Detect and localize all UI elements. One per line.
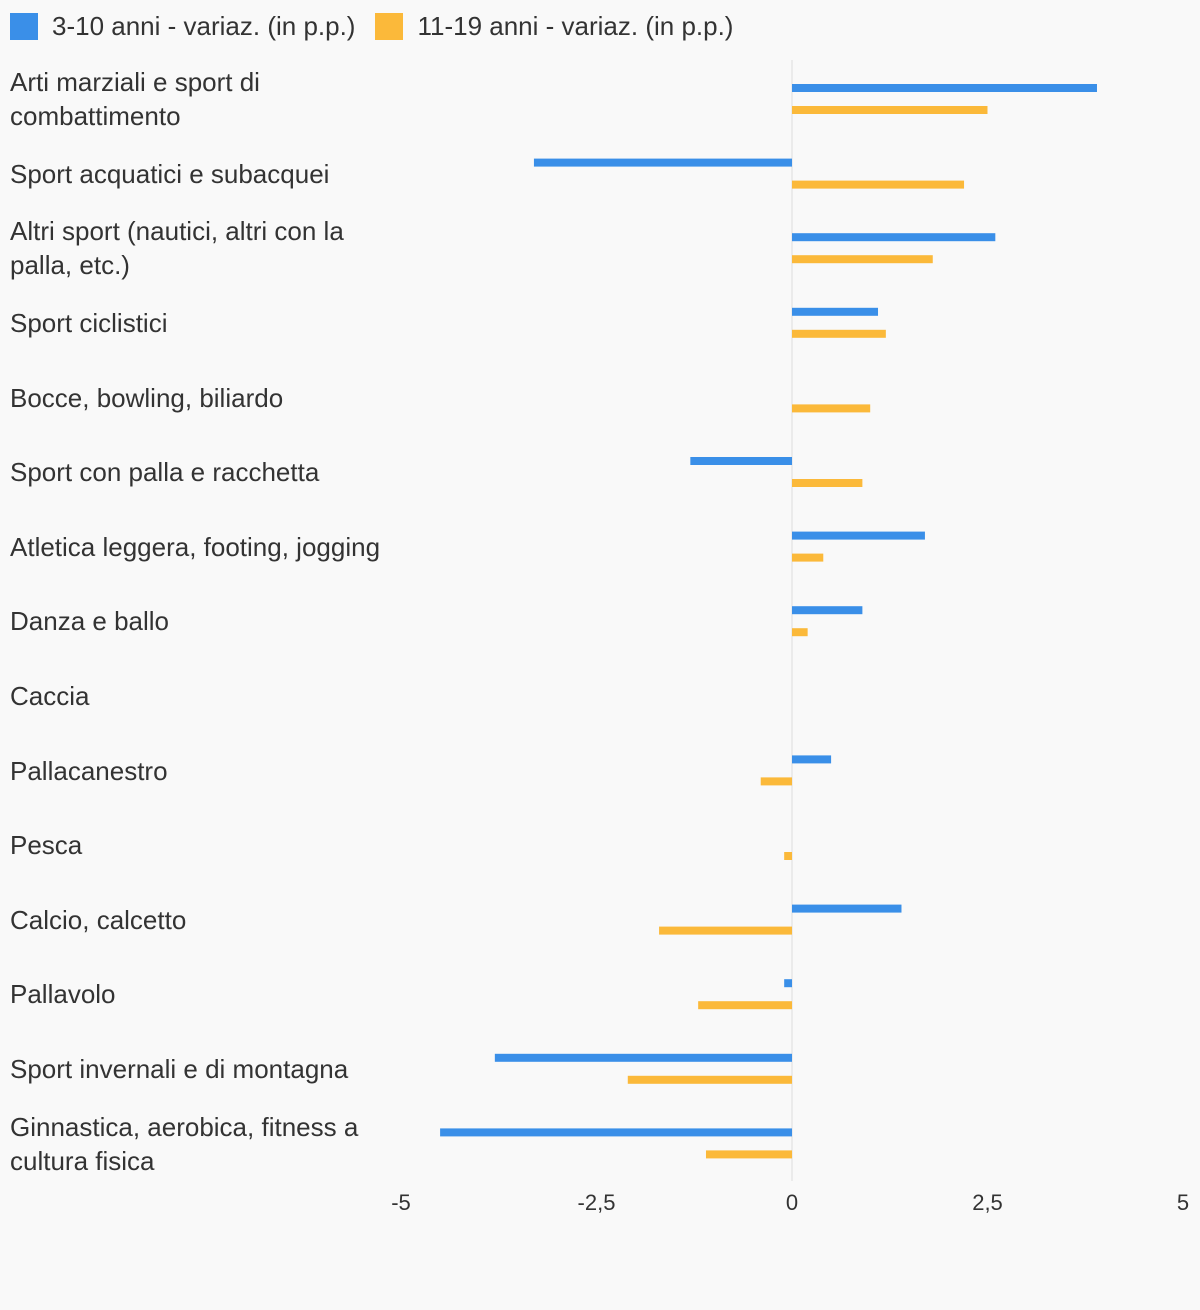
- category-label: Danza e ballo: [10, 606, 169, 637]
- bar-11-19-sport-acquatici-e-subacquei[interactable]: [792, 180, 965, 189]
- bar-3-10-calcio-calcetto[interactable]: [792, 904, 902, 913]
- category-label: Caccia: [10, 681, 90, 712]
- bar-3-10-sport-ciclistici[interactable]: [792, 307, 879, 316]
- bar-11-19-arti-marziali-e-sport-di-combattimento[interactable]: [792, 106, 988, 114]
- x-tick-label: -2,5: [578, 1190, 616, 1215]
- bar-3-10-sport-invernali-e-di-montagna[interactable]: [494, 1053, 792, 1062]
- bar-11-19-pallavolo[interactable]: [698, 1001, 792, 1010]
- bar-11-19-pallacanestro[interactable]: [760, 777, 792, 786]
- bar-11-19-altri-sport-nautici-altri-con-la-palla-etc[interactable]: [792, 255, 933, 264]
- category-label: Sport ciclistici: [10, 308, 168, 339]
- bar-3-10-sport-acquatici-e-subacquei[interactable]: [533, 158, 792, 167]
- bar-3-10-atletica-leggera-footing-jogging[interactable]: [792, 531, 925, 540]
- x-tick-label: -5: [391, 1190, 411, 1215]
- legend-item-3-10[interactable]: 3-10 anni - variaz. (in p.p.): [10, 11, 355, 42]
- category-label: Calcio, calcetto: [10, 904, 187, 935]
- bar-11-19-bocce-bowling-biliardo[interactable]: [792, 404, 871, 413]
- category-label: Pallacanestro: [10, 755, 168, 786]
- category-label: Sport acquatici e subacquei: [10, 158, 330, 189]
- bar-11-19-sport-ciclistici[interactable]: [792, 329, 886, 338]
- bar-3-10-altri-sport-nautici-altri-con-la-palla-etc[interactable]: [792, 233, 996, 242]
- bar-11-19-danza-e-ballo[interactable]: [792, 628, 808, 637]
- bar-3-10-sport-con-palla-e-racchetta[interactable]: [690, 457, 792, 465]
- bar-11-19-sport-invernali-e-di-montagna[interactable]: [627, 1075, 792, 1084]
- x-tick-label: 2,5: [972, 1190, 1003, 1215]
- category-label: Arti marziali e sport di combattimento: [10, 67, 260, 132]
- legend-swatch-11-19: [375, 12, 404, 40]
- bar-3-10-pallavolo[interactable]: [784, 979, 792, 988]
- category-label: Sport invernali e di montagna: [10, 1054, 349, 1085]
- category-label: Bocce, bowling, biliardo: [10, 382, 284, 413]
- legend-label-3-10: 3-10 anni - variaz. (in p.p.): [52, 10, 356, 41]
- category-label: Pesca: [10, 830, 83, 861]
- bar-11-19-sport-con-palla-e-racchetta[interactable]: [792, 479, 863, 487]
- bar-11-19-calcio-calcetto[interactable]: [659, 926, 792, 935]
- bar-11-19-ginnastica-aerobica-fitness-a-cultura-fisica[interactable]: [705, 1150, 792, 1159]
- bar-3-10-pallacanestro[interactable]: [792, 755, 832, 764]
- category-label: Ginnastica, aerobica, fitness a cultura …: [10, 1111, 359, 1176]
- x-tick-label: 0: [786, 1190, 798, 1215]
- category-label: Pallavolo: [10, 979, 116, 1010]
- legend-item-11-19[interactable]: 11-19 anni - variaz. (in p.p.): [375, 11, 733, 42]
- legend-swatch-3-10: [10, 12, 38, 40]
- category-label: Altri sport (nautici, altri con la palla…: [10, 216, 344, 281]
- bar-3-10-danza-e-ballo[interactable]: [792, 606, 863, 615]
- bar-11-19-pesca[interactable]: [784, 852, 792, 860]
- bar-3-10-ginnastica-aerobica-fitness-a-cultura-fisica[interactable]: [440, 1128, 792, 1137]
- chart-legend: 3-10 anni - variaz. (in p.p.) 11-19 anni…: [10, 8, 753, 44]
- bar-11-19-atletica-leggera-footing-jogging[interactable]: [792, 553, 824, 562]
- category-label: Atletica leggera, footing, jogging: [10, 531, 381, 562]
- x-tick-label: 5: [1177, 1190, 1189, 1215]
- bar-3-10-arti-marziali-e-sport-di-combattimento[interactable]: [792, 84, 1097, 92]
- legend-label-11-19: 11-19 anni - variaz. (in p.p.): [417, 10, 734, 41]
- category-label: Sport con palla e racchetta: [10, 457, 320, 488]
